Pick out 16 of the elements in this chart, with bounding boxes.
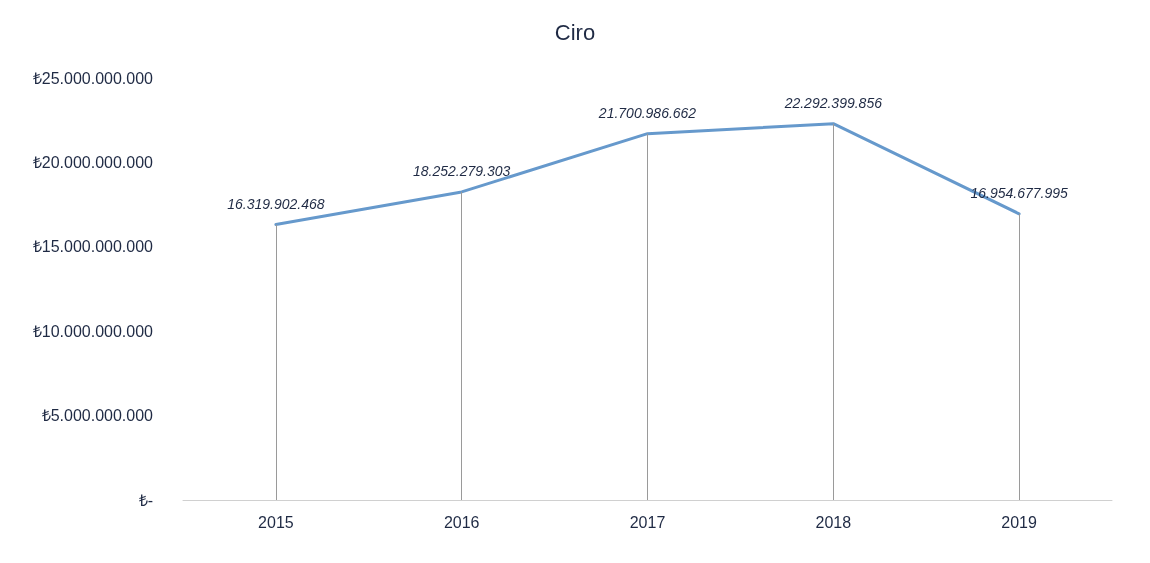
x-tick-label: 2018 — [815, 513, 852, 531]
x-tick-label: 2017 — [629, 513, 666, 531]
y-tick-label: ₺5.000.000.000 — [41, 407, 154, 425]
y-tick-label: ₺15.000.000.000 — [32, 238, 154, 256]
data-label: 22.292.399.856 — [783, 94, 883, 111]
data-label: 18.252.279.303 — [413, 162, 511, 179]
data-label: 21.700.986.662 — [597, 104, 697, 121]
x-tick-label: 2016 — [443, 513, 480, 531]
y-tick-label: ₺- — [138, 491, 153, 509]
data-label: 16.319.902.468 — [227, 195, 325, 212]
y-tick-label: ₺20.000.000.000 — [32, 153, 154, 171]
x-tick-label: 2015 — [258, 513, 294, 531]
y-tick-label: ₺10.000.000.000 — [32, 322, 154, 340]
y-tick-label: ₺25.000.000.000 — [32, 69, 154, 87]
chart-title: Ciro — [554, 19, 596, 45]
x-tick-label: 2019 — [1001, 513, 1037, 531]
